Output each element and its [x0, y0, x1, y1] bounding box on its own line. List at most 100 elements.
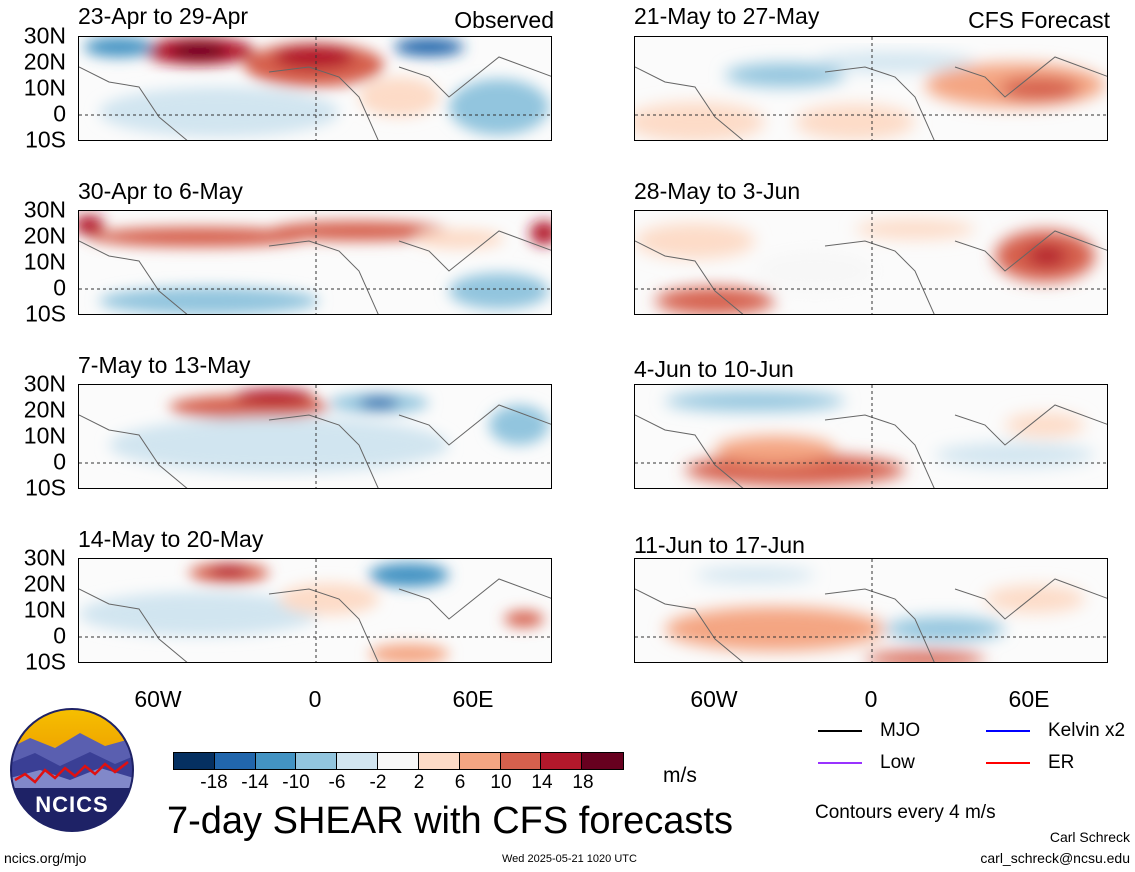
- colorbar-swatch: [541, 753, 583, 769]
- lat-labels-row-2: 30N 20N 10N 0 10S: [0, 198, 70, 325]
- lon-label: 60W: [690, 686, 738, 712]
- lat-label: 0: [53, 100, 66, 127]
- legend-label-er: ER: [1048, 752, 1075, 773]
- lon-label: 60W: [134, 686, 182, 712]
- lat-label: 10N: [23, 74, 66, 101]
- lat-labels-row-1: 30N 20N 10N 0 10S: [0, 24, 70, 151]
- legend-mjo: MJO: [818, 720, 920, 742]
- lat-label: 10N: [23, 596, 66, 623]
- colorbar-swatch: [459, 753, 501, 769]
- coastline: [635, 56, 1107, 140]
- map-panel-forecast-2: [634, 210, 1108, 315]
- ncics-logo: NCICS: [10, 708, 134, 832]
- shear-field: [635, 385, 1107, 488]
- colorbar-swatch: [378, 753, 419, 769]
- legend-swatch-mjo: [818, 730, 862, 732]
- lat-label: 10S: [25, 300, 66, 327]
- coastline: [635, 230, 1107, 314]
- coastline: [79, 230, 551, 314]
- coastline: [79, 404, 551, 488]
- legend-kelvin: Kelvin x2: [986, 720, 1125, 742]
- colorbar-unit: m/s: [663, 764, 697, 787]
- lat-labels-row-4: 30N 20N 10N 0 10S: [0, 546, 70, 673]
- footer-url[interactable]: ncics.org/mjo: [4, 850, 87, 866]
- lat-labels-row-3: 30N 20N 10N 0 10S: [0, 372, 70, 499]
- shear-field: [635, 211, 1107, 314]
- panel-title-fcst-4: 11-Jun to 17-Jun: [634, 532, 805, 558]
- map-panel-forecast-4: [634, 558, 1108, 663]
- colorbar-tick-label: 6: [454, 772, 466, 793]
- colorbar-tick-label: 18: [572, 772, 594, 793]
- panel-title-obs-4: 14-May to 20-May: [78, 526, 264, 552]
- lon-label: 0: [864, 686, 878, 712]
- colorbar-swatch: [418, 753, 460, 769]
- footer-email[interactable]: carl_schreck@ncsu.edu: [980, 850, 1130, 866]
- lat-label: 20N: [23, 48, 66, 75]
- cfs-forecast-label: CFS Forecast: [968, 7, 1110, 33]
- colorbar-tick-label: -18: [200, 772, 228, 793]
- shear-field: [79, 211, 551, 314]
- lat-label: 30N: [23, 544, 66, 571]
- map-panel-forecast-3: [634, 384, 1108, 489]
- lat-label: 10N: [23, 248, 66, 275]
- colorbar-swatch: [296, 753, 338, 769]
- panel-title-obs-1: 23-Apr to 29-Apr: [78, 3, 249, 29]
- panel-title-fcst-1: 21-May to 27-May: [634, 3, 820, 29]
- lat-label: 20N: [23, 396, 66, 423]
- lat-label: 20N: [23, 570, 66, 597]
- legend-label-low: Low: [880, 752, 915, 773]
- lat-label: 10S: [25, 126, 66, 153]
- lon-label: 60E: [1008, 686, 1050, 712]
- panel-title-fcst-2: 28-May to 3-Jun: [634, 178, 801, 204]
- legend-label-kelvin: Kelvin x2: [1048, 720, 1126, 741]
- legend-swatch-kelvin: [986, 730, 1030, 732]
- shear-field: [79, 559, 551, 662]
- shear-field: [635, 559, 1107, 662]
- lat-label: 10S: [25, 474, 66, 501]
- colorbar-tick-label: 2: [413, 772, 425, 793]
- colorbar-swatch: [255, 753, 297, 769]
- colorbar-swatch: [500, 753, 542, 769]
- coastline: [79, 578, 551, 662]
- legend-label-mjo: MJO: [880, 720, 921, 741]
- colorbar-swatch: [214, 753, 256, 769]
- colorbar-swatch: [337, 753, 379, 769]
- contours-note: Contours every 4 m/s: [815, 802, 996, 823]
- observed-label: Observed: [454, 7, 554, 33]
- coastline: [635, 578, 1107, 662]
- panel-title-fcst-3: 4-Jun to 10-Jun: [634, 356, 794, 382]
- map-panel-observed-4: [78, 558, 552, 663]
- main-title: 7-day SHEAR with CFS forecasts: [167, 800, 733, 842]
- colorbar-tick-label: -10: [282, 772, 310, 793]
- lon-label: 0: [308, 686, 322, 712]
- shear-field: [635, 37, 1107, 140]
- colorbar-swatch: [174, 753, 215, 769]
- coastline: [635, 404, 1107, 488]
- colorbar-tick-label: -6: [328, 772, 346, 793]
- map-panel-observed-2: [78, 210, 552, 315]
- lat-label: 0: [53, 622, 66, 649]
- lat-label: 0: [53, 448, 66, 475]
- map-panel-observed-3: [78, 384, 552, 489]
- map-panel-observed-1: [78, 36, 552, 141]
- lat-label: 10S: [25, 648, 66, 675]
- shear-field: [79, 385, 551, 488]
- footer-timestamp: Wed 2025-05-21 1020 UTC: [502, 853, 637, 865]
- lon-label: 60E: [452, 686, 494, 712]
- map-panel-forecast-1: [634, 36, 1108, 141]
- lat-label: 0: [53, 274, 66, 301]
- logo-text: NCICS: [35, 792, 108, 817]
- colorbar-swatch: [582, 753, 623, 769]
- footer-author: Carl Schreck: [1049, 829, 1130, 845]
- coastline: [79, 56, 551, 140]
- lat-label: 20N: [23, 222, 66, 249]
- colorbar-tick-label: -2: [369, 772, 387, 793]
- lat-label: 30N: [23, 196, 66, 223]
- lat-label: 30N: [23, 22, 66, 49]
- colorbar-tick-label: 14: [531, 772, 553, 793]
- lat-label: 30N: [23, 370, 66, 397]
- colorbar: [173, 752, 624, 770]
- legend-swatch-er: [986, 762, 1030, 764]
- panel-title-obs-3: 7-May to 13-May: [78, 352, 251, 378]
- legend-low: Low: [818, 752, 915, 774]
